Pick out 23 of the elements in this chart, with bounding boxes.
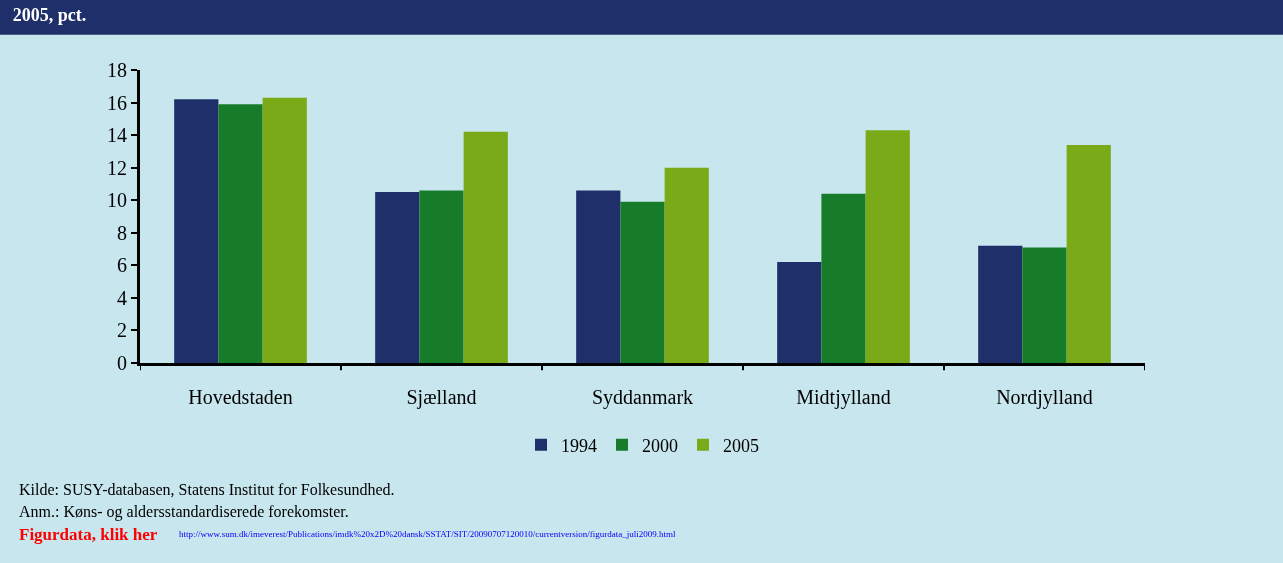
y-tick-label: 2 bbox=[117, 319, 127, 342]
legend-label: 2005 bbox=[723, 435, 759, 456]
x-tick-label: Nordjylland bbox=[996, 386, 1093, 409]
y-tick-label: 6 bbox=[117, 254, 127, 277]
text: Anm.: Køns- og aldersstandardiserede forekomster. bbox=[19, 503, 349, 521]
legend-label: 1994 bbox=[561, 435, 597, 456]
text: http://www.sum.dk/imeverest/Publications/imdk%20x2D%20dansk/SSTAT/SIT/20090707120010/currentversion/figurdata_juli2009.html bbox=[179, 529, 676, 539]
y-tick-label: 14 bbox=[107, 124, 127, 147]
x-tick-label: Hovedstaden bbox=[188, 386, 293, 408]
y-tick-label: 8 bbox=[117, 221, 127, 244]
y-tick-label: 4 bbox=[117, 286, 127, 309]
y-tick-label: 12 bbox=[107, 156, 127, 179]
text: Kilde: SUSY-databasen, Statens Institut for Folkesundhed. bbox=[19, 481, 395, 498]
x-tick-label: Midtjylland bbox=[796, 386, 891, 409]
text: Figurdata, klik her bbox=[19, 525, 158, 544]
y-tick-label: 10 bbox=[107, 189, 127, 212]
x-tick-label: Sjælland bbox=[406, 386, 477, 409]
legend-label: 2000 bbox=[642, 435, 678, 456]
chart-title: 2005, pct. bbox=[12, 5, 87, 26]
y-tick-label: 0 bbox=[117, 352, 127, 374]
y-tick-label: 18 bbox=[107, 59, 127, 81]
y-tick-label: 16 bbox=[107, 91, 127, 114]
x-tick-label: Syddanmark bbox=[591, 386, 694, 409]
